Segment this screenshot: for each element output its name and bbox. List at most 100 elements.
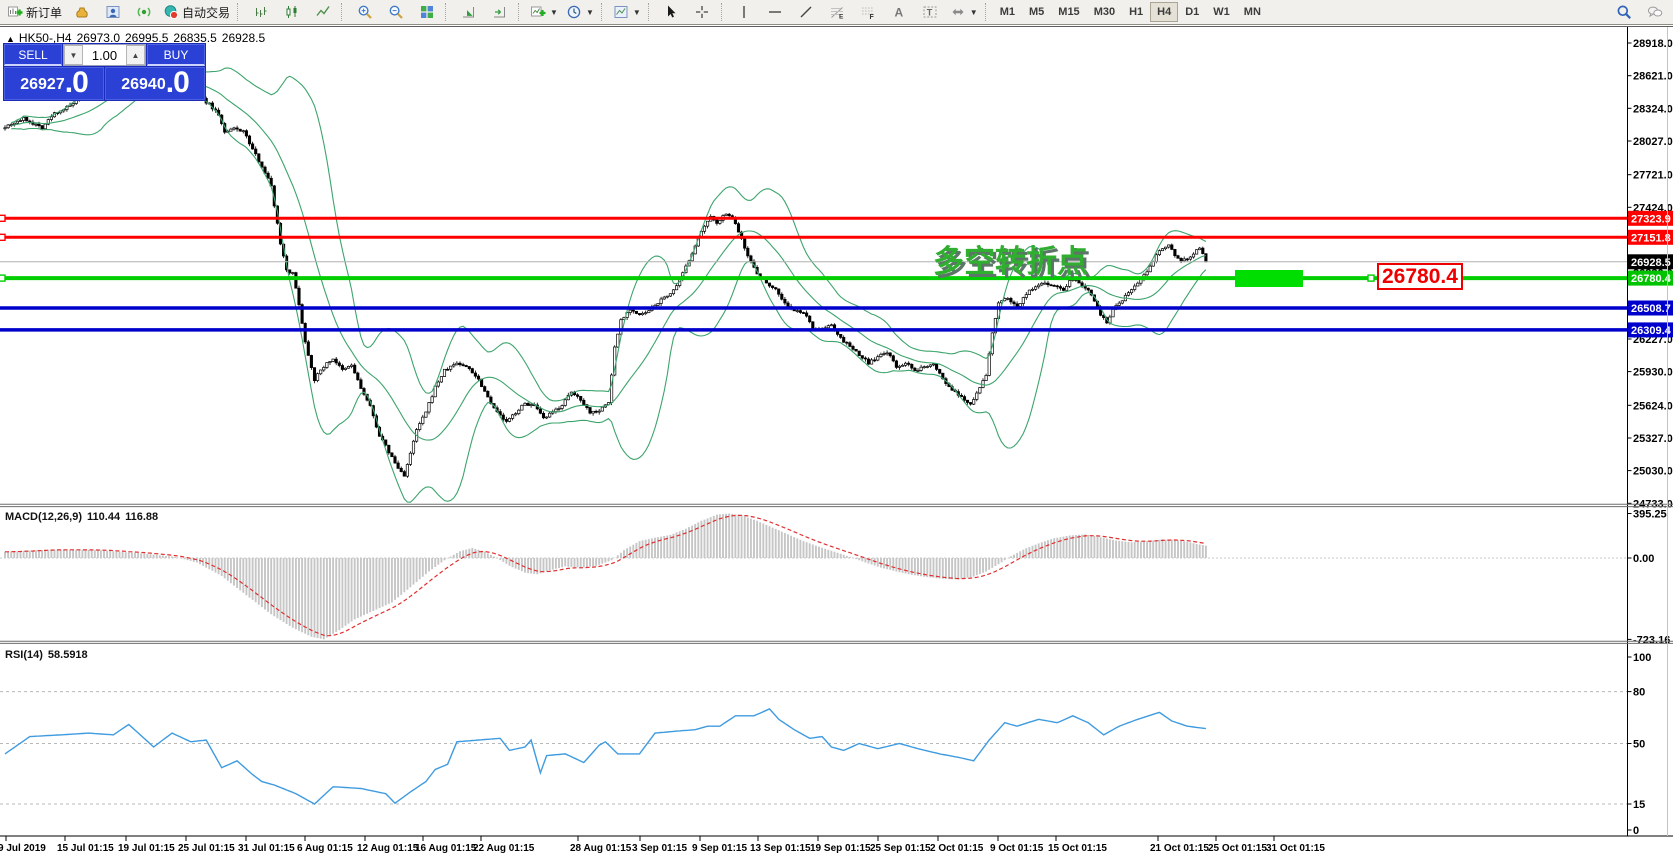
svg-text:A: A (895, 6, 904, 20)
data-window-button[interactable] (97, 1, 128, 24)
trendline-button[interactable] (791, 1, 822, 24)
text-button[interactable]: A (884, 1, 915, 24)
line-chart-button[interactable] (307, 1, 338, 24)
time-axis-label: 22 Aug 01:15 (473, 843, 535, 854)
chat-button[interactable] (1639, 1, 1670, 24)
zoom-out-button[interactable] (380, 1, 411, 24)
macd-axis-label: 0.00 (1633, 553, 1654, 565)
bar-chart-button[interactable] (245, 1, 276, 24)
auto-trading-button[interactable]: 自动交易 (159, 1, 234, 24)
time-axis-label: 15 Oct 01:15 (1048, 843, 1107, 854)
time-axis-label: 9 Oct 01:15 (990, 843, 1044, 854)
price-axis-label: 28027.0 (1633, 136, 1673, 148)
time-axis[interactable]: 9 Jul 2019 15 Jul 01:15 19 Jul 01:15 25 Jul… (0, 835, 1673, 854)
macd-pane (0, 513, 1627, 640)
line-anchor-handle[interactable] (0, 233, 6, 242)
fibo-expansion-button[interactable]: F (853, 1, 884, 24)
line-anchor-handle[interactable] (0, 274, 6, 282)
time-axis-label: 9 Sep 01:15 (692, 843, 747, 854)
horizontal-line-button[interactable] (760, 1, 791, 24)
volume-decrease-button[interactable]: ▼ (64, 45, 83, 65)
market-watch-button[interactable] (66, 1, 97, 24)
crosshair-button[interactable] (687, 1, 718, 24)
cursor-button[interactable] (656, 1, 687, 24)
rsi-axis-label: 50 (1633, 739, 1645, 751)
trendline-icon (800, 6, 812, 18)
fibonacci-icon: E (831, 7, 844, 20)
volume-increase-button[interactable]: ▲ (126, 45, 145, 65)
rsi-axis-label: 0 (1633, 825, 1639, 837)
timeframe-M1-button[interactable]: M1 (999, 6, 1015, 18)
symbol-period-label: HK50-,H4 (18, 31, 72, 45)
bollinger-bands (11, 67, 1207, 503)
new-order-label: 新订单 (26, 5, 63, 20)
price-axis-label: 28918.0 (1633, 38, 1673, 50)
bull-bear-turning-point-annotation[interactable]: 多空转折点 (933, 244, 1088, 279)
shapes-icon (952, 8, 964, 16)
timeframe-M15-button[interactable]: M15 (1058, 6, 1080, 18)
collapse-panel-arrow-icon[interactable]: ▲ (6, 34, 15, 44)
data-window-icon (106, 6, 120, 18)
line-anchor-handle[interactable] (1367, 274, 1375, 282)
svg-text:F: F (870, 14, 875, 20)
sell-button[interactable]: SELL (4, 44, 62, 66)
macd-indicator-label: MACD(12,26,9) 110.44 116.88 (5, 511, 159, 523)
new-order-button[interactable]: 新订单 (3, 1, 66, 24)
period-selector-button[interactable]: ▼ (562, 1, 598, 24)
price-callout-label[interactable]: 26780.4 (1377, 263, 1463, 290)
timeframe-H1-button[interactable]: H1 (1129, 6, 1144, 18)
timeframe-W1-button[interactable]: W1 (1213, 6, 1230, 18)
sell-price-big-digit: .0 (64, 66, 89, 99)
timeframe-H4-button[interactable]: H4 (1150, 2, 1179, 22)
time-axis-label: 25 Sep 01:15 (870, 843, 931, 854)
vertical-line-button[interactable] (729, 1, 760, 24)
strategy-signal-button[interactable] (128, 1, 159, 24)
main-toolbar: 新订单 自动交易 ▼ ▼ ▼ E F A T ▼ M1 M5 M15 M30 H1 H4 D1 W1 MN (0, 0, 1673, 25)
chart-shift-button[interactable] (484, 1, 515, 24)
time-axis-label: 15 Jul 01:15 (57, 843, 114, 854)
templates-button[interactable]: ▼ (609, 1, 645, 24)
price-axis[interactable]: 28918.028621.028324.028027.027721.027424… (1627, 27, 1673, 837)
price-axis-label: 25030.0 (1633, 466, 1673, 478)
zoom-in-icon (358, 5, 372, 19)
text-icon: A (895, 6, 904, 20)
buy-button[interactable]: BUY (147, 44, 205, 66)
tile-windows-icon (420, 6, 433, 18)
one-click-trading-panel: SELL ▼ 1.00 ▲ BUY 26927 .0 26940 .0 (3, 43, 206, 101)
buy-price-display[interactable]: 26940 .0 (105, 67, 205, 100)
time-axis-label: 31 Jul 01:15 (238, 843, 295, 854)
candle-chart-button[interactable] (276, 1, 307, 24)
up-arrow-icon: ▲ (131, 50, 140, 60)
timeframe-D1-button[interactable]: D1 (1185, 6, 1200, 18)
price-axis-label: 25624.0 (1633, 400, 1673, 412)
text-label-button[interactable]: T (915, 1, 946, 24)
toolbar-separator (341, 3, 346, 21)
rsi-pane (0, 691, 1627, 805)
zoom-out-icon (389, 5, 403, 19)
dropdown-caret-icon: ▼ (969, 7, 978, 17)
auto-scroll-icon (462, 7, 474, 18)
tile-windows-button[interactable] (411, 1, 442, 24)
line-anchor-handle[interactable] (0, 214, 6, 223)
timeframe-M5-button[interactable]: M5 (1029, 6, 1045, 18)
sell-price-display[interactable]: 26927 .0 (4, 67, 104, 100)
fibonacci-button[interactable]: E (822, 1, 853, 24)
price-tag (1628, 229, 1673, 245)
dropdown-caret-icon: ▼ (585, 7, 594, 17)
search-button[interactable] (1608, 1, 1639, 24)
timeframe-MN-button[interactable]: MN (1243, 6, 1261, 18)
macd-axis-label: -723.16 (1633, 634, 1670, 646)
highlight-rectangle[interactable] (1235, 270, 1303, 287)
new-order-icon (8, 6, 23, 17)
time-axis-label: 19 Sep 01:15 (810, 843, 871, 854)
volume-input[interactable]: 1.00 (83, 45, 126, 65)
new-chart-button[interactable]: ▼ (526, 1, 562, 24)
rsi-axis-label: 15 (1633, 799, 1645, 811)
volume-stepper: ▼ 1.00 ▲ (63, 44, 146, 66)
timeframe-M30-button[interactable]: M30 (1093, 6, 1116, 18)
dropdown-caret-icon: ▼ (550, 7, 558, 17)
zoom-in-button[interactable] (349, 1, 380, 24)
objects-button[interactable]: ▼ (946, 1, 982, 24)
price-axis-label: 27721.0 (1633, 170, 1673, 182)
auto-scroll-button[interactable] (453, 1, 484, 24)
